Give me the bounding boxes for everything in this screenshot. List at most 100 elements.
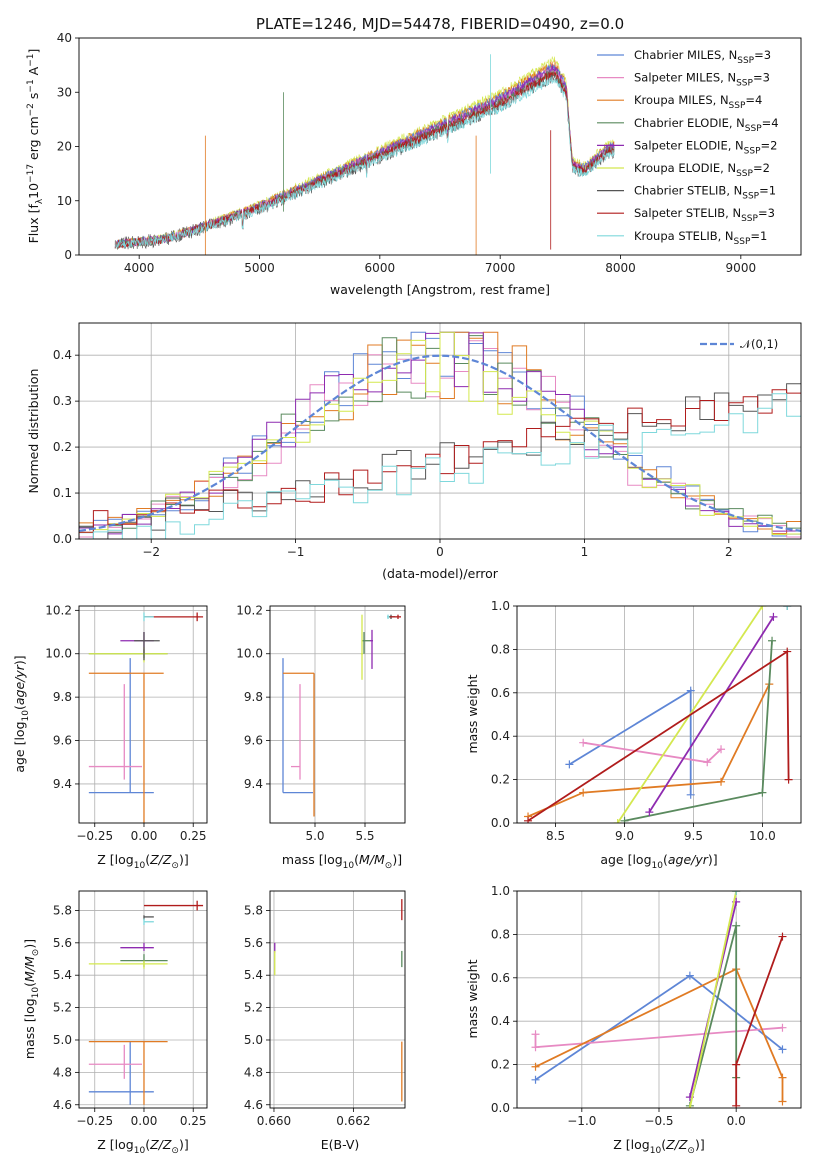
weight-marker bbox=[783, 606, 792, 610]
weight-marker bbox=[620, 816, 629, 823]
weight-marker bbox=[732, 1060, 741, 1069]
x-tick-label: 5000 bbox=[244, 261, 275, 275]
x-tick-label: −0.25 bbox=[76, 829, 113, 843]
x-tick-label: −2 bbox=[142, 545, 160, 559]
x-tick-label: 0.660 bbox=[257, 1114, 291, 1128]
y-tick-label: 5.6 bbox=[244, 936, 263, 950]
y-tick-label: 5.0 bbox=[53, 1033, 72, 1047]
y-tick-label: 10.2 bbox=[45, 603, 72, 617]
weight-marker bbox=[613, 819, 622, 823]
spectrum-line-7 bbox=[114, 71, 615, 249]
weight-marker bbox=[778, 1023, 787, 1032]
y-tick-label: 0.4 bbox=[53, 348, 72, 362]
histogram-series-6 bbox=[79, 383, 801, 539]
y-tick-label: 5.8 bbox=[244, 903, 263, 917]
weight-marker bbox=[732, 921, 741, 930]
x-tick-label: 0.25 bbox=[180, 829, 207, 843]
y-tick-label: 40 bbox=[57, 31, 72, 45]
x-tick-label: 5.5 bbox=[355, 829, 374, 843]
y-tick-label: 5.2 bbox=[53, 1001, 72, 1015]
legend-entry: Chabrier ELODIE, NSSP=4 bbox=[634, 116, 779, 134]
histogram-y-label: Normed distribution bbox=[26, 369, 41, 494]
mass-vs-ebv-panel: 0.660 0.662 4.6 4.8 5.0 5.2 5.4 5.6 5.8 bbox=[244, 890, 406, 1128]
axes-frame bbox=[78, 322, 802, 540]
mass-y-label: mass [log10(M/M⊙)] bbox=[22, 939, 41, 1059]
age-vs-metallicity-panel: −0.25 0.00 0.25 9.4 9.6 9.8 10.0 10.2 bbox=[45, 603, 208, 843]
weight-line-5 bbox=[689, 891, 738, 1108]
legend-entry: Salpeter STELIB, NSSP=3 bbox=[634, 206, 775, 224]
x-tick-label: −0.5 bbox=[644, 1114, 673, 1128]
weight-z-x-label: Z [log10(Z/Z⊙)] bbox=[613, 1137, 704, 1156]
weight-marker bbox=[769, 612, 778, 621]
axes-frame bbox=[78, 605, 208, 824]
spectrum-panel: 4000 5000 6000 7000 8000 9000 0 10 20 30 40 bbox=[57, 31, 802, 275]
plot-area bbox=[88, 900, 204, 1105]
weight-marker bbox=[531, 1030, 540, 1039]
age-z-x-label: Z [log10(Z/Z⊙)] bbox=[97, 852, 188, 871]
y-tick-label: 9.6 bbox=[53, 734, 72, 748]
weight-marker bbox=[778, 1045, 787, 1054]
y-tick-label: 10.2 bbox=[236, 603, 263, 617]
x-tick-label: 0 bbox=[436, 545, 444, 559]
y-tick-label: 0.4 bbox=[491, 729, 510, 743]
weight-line-1 bbox=[583, 741, 722, 764]
y-tick-label: 1.0 bbox=[491, 599, 510, 613]
x-tick-label: 2 bbox=[725, 545, 733, 559]
y-tick-label: 20 bbox=[57, 140, 72, 154]
y-tick-label: 0.4 bbox=[491, 1014, 510, 1028]
y-tick-label: 0.2 bbox=[491, 1058, 510, 1072]
plot-area bbox=[282, 614, 401, 817]
x-tick-label: 8000 bbox=[605, 261, 636, 275]
y-tick-label: 1.0 bbox=[491, 884, 510, 898]
weight-marker bbox=[778, 932, 787, 941]
x-tick-label: 9.5 bbox=[684, 829, 703, 843]
normal-reference-curve bbox=[79, 354, 801, 532]
y-tick-label: 0.6 bbox=[491, 686, 510, 700]
weight-marker bbox=[685, 1104, 694, 1108]
legend-entry: Kroupa ELODIE, NSSP=2 bbox=[634, 161, 770, 179]
y-tick-label: 0.2 bbox=[491, 773, 510, 787]
mass-vs-metallicity-panel: −0.25 0.00 0.25 4.6 4.8 5.0 5.2 5.4 5.6 5.8 bbox=[53, 890, 208, 1128]
y-tick-label: 0.0 bbox=[53, 532, 72, 546]
x-tick-label: 9000 bbox=[726, 261, 757, 275]
ebv-x-label: E(B-V) bbox=[321, 1137, 360, 1152]
y-tick-label: 9.8 bbox=[244, 690, 263, 704]
weight-marker bbox=[703, 758, 712, 767]
x-tick-label: 0.00 bbox=[131, 829, 158, 843]
weight-marker bbox=[579, 738, 588, 747]
weight-marker bbox=[758, 606, 767, 610]
weight-marker bbox=[783, 647, 792, 656]
x-tick-label: 1 bbox=[581, 545, 589, 559]
age-vs-mass-panel: 5.0 5.5 9.4 9.6 9.8 10.0 10.2 bbox=[236, 603, 406, 843]
axes-frame bbox=[516, 605, 802, 824]
x-tick-label: 5.0 bbox=[305, 829, 324, 843]
axes-frame bbox=[78, 890, 208, 1109]
histogram-series-5 bbox=[79, 331, 801, 539]
legend-entry: Chabrier MILES, NSSP=3 bbox=[634, 48, 771, 66]
weight-marker bbox=[717, 745, 726, 754]
weight-marker bbox=[784, 775, 793, 784]
weight-marker bbox=[645, 808, 654, 817]
y-tick-label: 0.8 bbox=[491, 927, 510, 941]
y-tick-label: 0.3 bbox=[53, 394, 72, 408]
legend-entry: Kroupa STELIB, NSSP=1 bbox=[634, 229, 767, 247]
y-tick-label: 0.2 bbox=[53, 440, 72, 454]
x-tick-label: 0.662 bbox=[336, 1114, 370, 1128]
y-tick-label: 4.6 bbox=[244, 1098, 263, 1112]
weight-marker bbox=[531, 1075, 540, 1084]
weight-marker bbox=[732, 891, 741, 895]
y-tick-label: 0.0 bbox=[491, 1101, 510, 1115]
weight-marker bbox=[768, 636, 777, 645]
y-tick-label: 0.0 bbox=[491, 816, 510, 830]
y-tick-label: 9.4 bbox=[53, 777, 72, 791]
x-tick-label: 7000 bbox=[485, 261, 516, 275]
weight-line-4 bbox=[648, 616, 775, 813]
weight-age-x-label: age [log10(age/yr)] bbox=[600, 852, 717, 871]
y-tick-label: 0.1 bbox=[53, 486, 72, 500]
y-tick-label: 10.0 bbox=[236, 647, 263, 661]
y-tick-label: 9.4 bbox=[244, 777, 263, 791]
weight-marker bbox=[758, 788, 767, 797]
y-tick-label: 5.8 bbox=[53, 903, 72, 917]
x-tick-label: 0.0 bbox=[727, 1114, 746, 1128]
